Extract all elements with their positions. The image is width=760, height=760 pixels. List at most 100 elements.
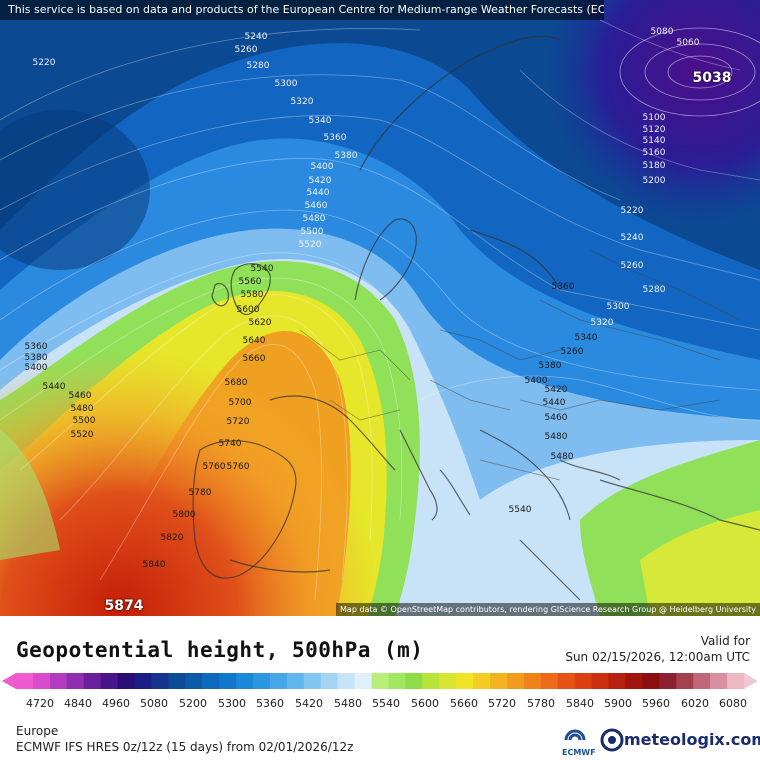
contour-label: 5240: [244, 32, 268, 42]
map-attribution[interactable]: Map data © OpenStreetMap contributors, r…: [336, 603, 760, 616]
contour-label: 5340: [308, 116, 332, 126]
colorbar-tick-label: 4960: [102, 697, 130, 710]
contour-label: 5360: [551, 282, 575, 292]
low-center-label: 5038: [692, 70, 732, 86]
contour-label: 5540: [508, 505, 532, 515]
contour-label: 5320: [290, 97, 314, 107]
colorbar-tick-label: 6020: [681, 697, 709, 710]
colorbar-segment: [710, 673, 728, 689]
ecmwf-wordmark[interactable]: ECMWF: [562, 748, 596, 757]
contour-label: 5840: [142, 560, 166, 570]
contour-lines: [0, 19, 760, 601]
colorbar-tick-label: 5840: [566, 697, 594, 710]
contour-label: 5280: [642, 285, 666, 295]
contour-label: 5440: [542, 398, 566, 408]
contour-label: 5520: [298, 240, 322, 250]
colorbar-segment: [134, 673, 152, 689]
contour-label: 5760: [226, 462, 250, 472]
contour-label: 5300: [606, 302, 630, 312]
data-attribution: This service is based on data and produc…: [0, 0, 604, 20]
colorbar-segment: [540, 673, 559, 689]
contour-label: 5140: [642, 136, 666, 146]
contour-label: 5460: [304, 201, 328, 211]
colorbar-segment: [117, 673, 136, 689]
contour-label: 5740: [218, 439, 242, 449]
colorbar-segment: [693, 673, 711, 689]
contour-label: 5280: [246, 61, 270, 71]
colorbar-tick-label: 5360: [256, 697, 284, 710]
contour-label: 5780: [188, 488, 212, 498]
contour-label: 5620: [248, 318, 272, 328]
colorbar-tick-label: 5720: [488, 697, 516, 710]
contour-label: 5240: [620, 233, 644, 243]
colorbar-segment: [253, 673, 271, 689]
colorbar-segment: [151, 673, 169, 689]
contour-label: 5460: [544, 413, 568, 423]
map-panel[interactable]: This service is based on data and produc…: [0, 0, 760, 616]
contour-label: 5500: [72, 416, 96, 426]
contour-label: 5700: [228, 398, 252, 408]
contour-label: 5260: [234, 45, 258, 55]
colorbar-segment: [574, 673, 593, 689]
contour-label: 5360: [24, 342, 48, 352]
contour-label: 5220: [620, 206, 644, 216]
colorbar-tick-label: 5080: [140, 697, 168, 710]
colorbar-segment: [32, 673, 51, 689]
contour-label: 5100: [642, 113, 666, 123]
meteologix-logo-icon[interactable]: [600, 728, 624, 752]
contour-label: 5380: [334, 151, 358, 161]
colorbar-segment: [16, 673, 34, 689]
colorbar-tick-label: 6080: [719, 697, 747, 710]
contour-label: 5520: [70, 430, 94, 440]
meteologix-wordmark[interactable]: meteologix.com: [624, 730, 760, 749]
contour-label: 5380: [24, 353, 48, 363]
colorbar-segment: [388, 673, 406, 689]
borders: [299, 249, 741, 481]
contour-label: 5180: [642, 161, 666, 171]
low-core: [0, 0, 760, 616]
contour-label: 5660: [242, 354, 266, 364]
region-label: Europe: [16, 724, 59, 738]
valid-label: Valid for: [700, 634, 750, 648]
colorbar-segment: [269, 673, 288, 689]
contour-label: 5260: [560, 347, 584, 357]
colorbar-segment: [236, 673, 254, 689]
contour-label: 5400: [524, 376, 548, 386]
colorbar-min-arrow: [2, 673, 16, 689]
contour-label: 5080: [650, 27, 674, 37]
contour-label: 5440: [42, 382, 66, 392]
contour-label: 5640: [242, 336, 266, 346]
colorbar-tick-label: 5900: [604, 697, 632, 710]
contour-label: 5340: [574, 333, 598, 343]
contour-label: 5300: [274, 79, 298, 89]
colorbar-segment: [337, 673, 356, 689]
contour-label: 5560: [238, 277, 262, 287]
low-contours: [619, 27, 760, 117]
contour-label: 5480: [70, 404, 94, 414]
colorbar-segment: [49, 673, 68, 689]
colorbar-segment: [642, 673, 660, 689]
colorbar-segment: [100, 673, 119, 689]
colorbar-segment: [523, 673, 542, 689]
coastlines: [192, 35, 760, 601]
colorbar-segment: [405, 673, 423, 689]
colorbar-tick-label: 5480: [334, 697, 362, 710]
contour-label: 5800: [172, 510, 196, 520]
color-scale-bar: [2, 673, 758, 689]
contour-label: 5480: [550, 452, 574, 462]
contour-label: 5680: [224, 378, 248, 388]
colorbar-segment: [66, 673, 85, 689]
colorbar-tick-label: 5780: [527, 697, 555, 710]
colorbar-segment: [202, 673, 220, 689]
west-low: [0, 110, 150, 270]
colorbar-segment: [608, 673, 626, 689]
contour-label: 5360: [323, 133, 347, 143]
colorbar-segment: [456, 673, 474, 689]
colorbar-segment: [676, 673, 694, 689]
colorbar-segment: [219, 673, 237, 689]
colorbar-segment: [727, 673, 745, 689]
colorbar-segment: [557, 673, 576, 689]
ecmwf-logo-icon[interactable]: [560, 726, 590, 756]
colorbar-segment: [490, 673, 508, 689]
colorbar-tick-label: 5420: [295, 697, 323, 710]
